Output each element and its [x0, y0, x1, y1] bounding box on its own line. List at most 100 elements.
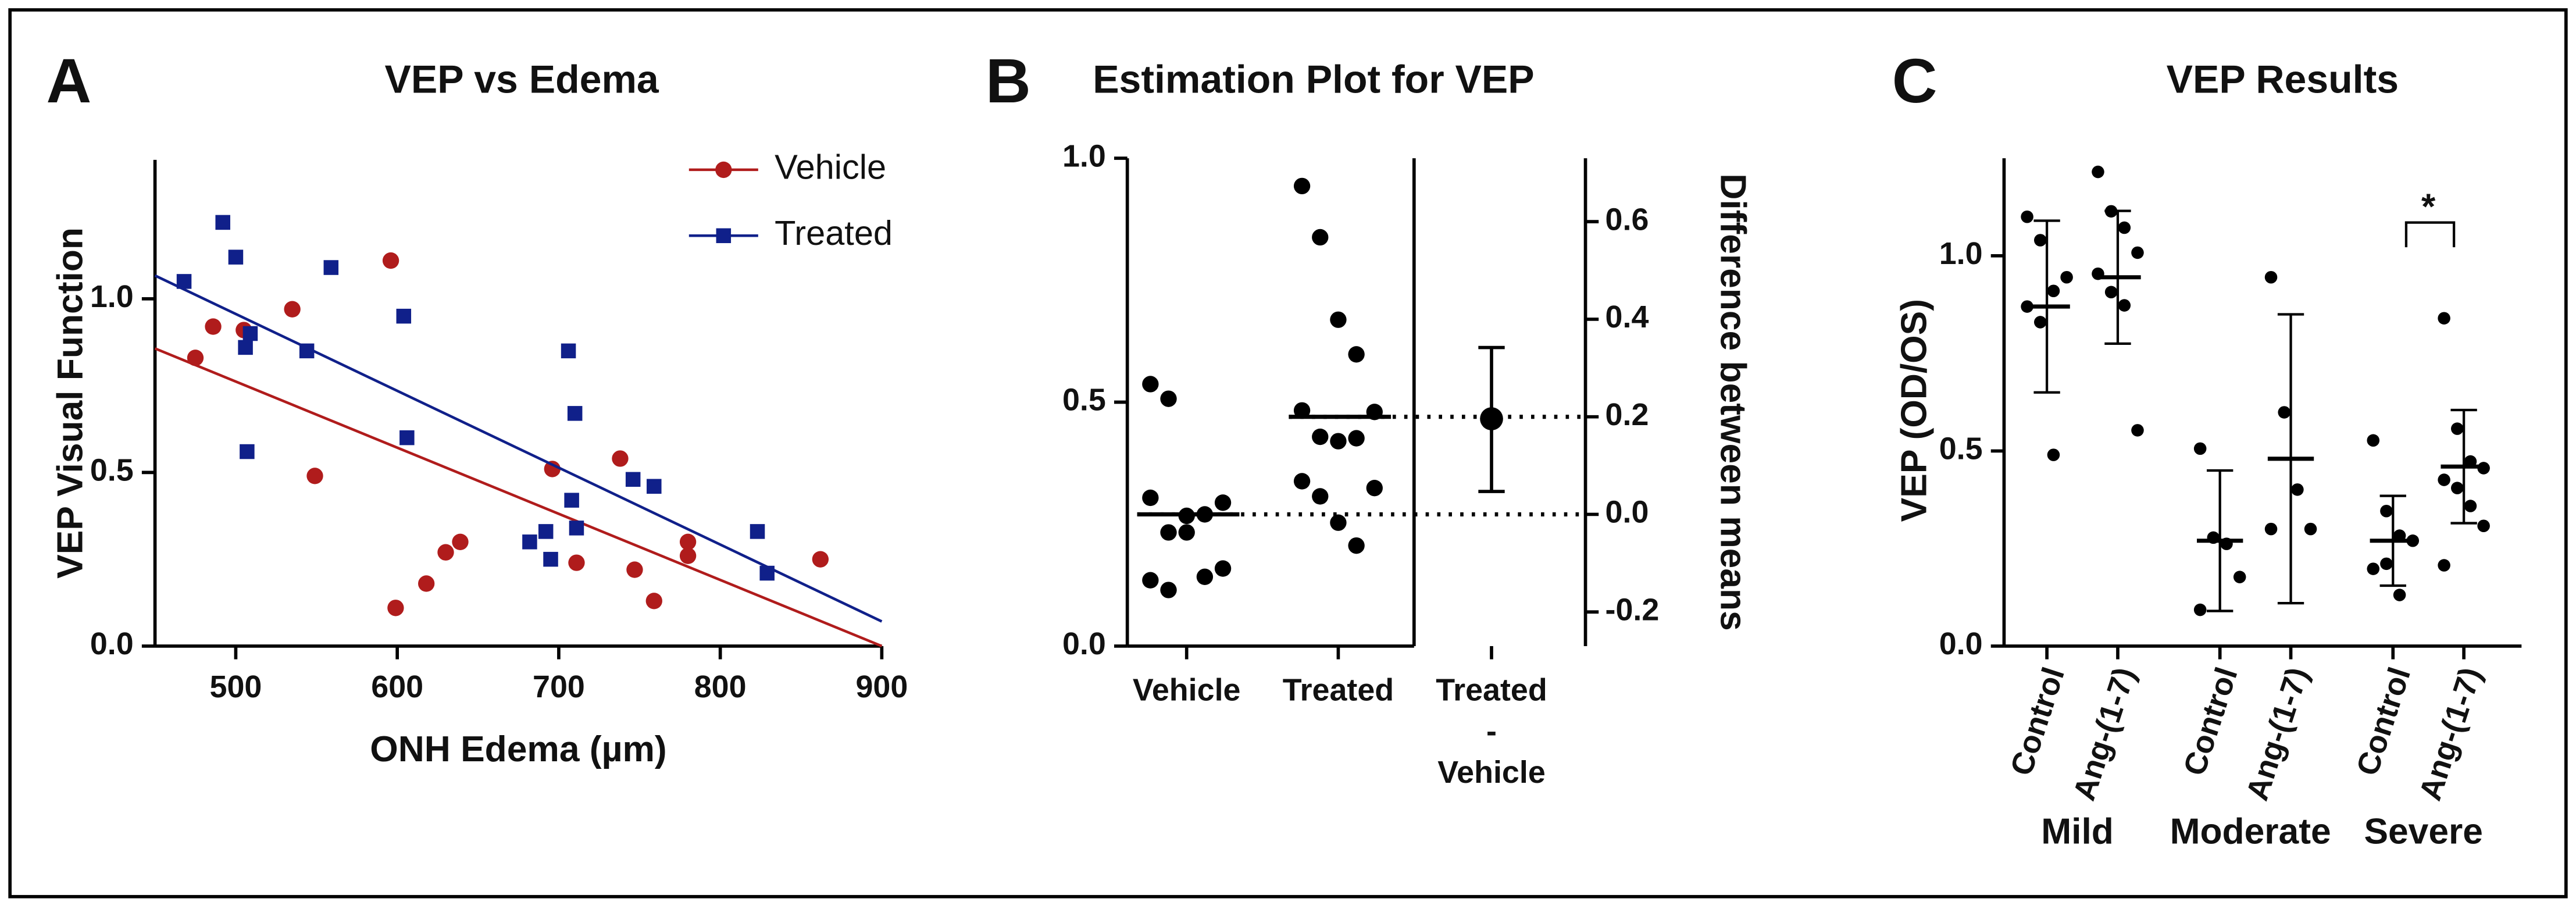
chart-title: Estimation Plot for VEP [1093, 58, 1534, 102]
point [418, 575, 435, 592]
point [437, 544, 454, 561]
point [2021, 210, 2033, 223]
y2-tick-label: -0.2 [1605, 592, 1660, 627]
point [215, 215, 230, 230]
point [1330, 311, 1347, 328]
point [1293, 473, 1311, 490]
point [567, 406, 583, 421]
point [2131, 424, 2144, 437]
point [2438, 312, 2450, 325]
point [2367, 434, 2380, 447]
point [2118, 299, 2131, 312]
point [2451, 422, 2464, 435]
y2-tick-label: 0.0 [1605, 495, 1649, 530]
panel-letter: A [47, 46, 92, 116]
x-tick-label: 800 [694, 669, 747, 704]
point [1348, 537, 1365, 554]
y-axis-label: VEP (OD/OS) [1894, 299, 1935, 522]
point [568, 554, 585, 571]
point [2464, 500, 2477, 512]
point [2060, 270, 2073, 284]
point [679, 533, 697, 550]
legend-marker [715, 161, 732, 179]
fit-line [154, 274, 883, 623]
point [2131, 246, 2144, 259]
point [1178, 524, 1195, 541]
legend-label: Vehicle [775, 148, 886, 187]
point [522, 534, 537, 550]
point [1160, 390, 1177, 407]
x-axis-label: ONH Edema (µm) [370, 729, 666, 769]
point [1312, 428, 1329, 445]
point [2304, 522, 2317, 536]
y-tick-label: 1.0 [1939, 236, 1983, 271]
point [2264, 270, 2278, 284]
point [1366, 479, 1383, 497]
point [2451, 482, 2464, 494]
point [1348, 346, 1365, 363]
frame [8, 8, 2568, 899]
point [2367, 562, 2380, 575]
point [2438, 559, 2450, 572]
point [1293, 402, 1311, 419]
point [2193, 442, 2207, 455]
point [2393, 589, 2406, 601]
group-label: Mild [2041, 812, 2114, 852]
point [2233, 571, 2246, 583]
point [759, 565, 775, 581]
point [387, 600, 404, 616]
point [544, 461, 561, 477]
x-tick-label: Vehicle [1437, 755, 1546, 790]
point [1214, 494, 1232, 511]
point [564, 493, 579, 508]
y-tick-label: 0.5 [1062, 383, 1106, 418]
group-label: Severe [2364, 812, 2482, 852]
point [561, 343, 576, 359]
y2-axis-label: Difference between means [1712, 173, 1753, 630]
point [543, 551, 558, 567]
point [1196, 568, 1214, 586]
y-tick-label: 0.0 [1939, 626, 1983, 661]
point [1330, 433, 1347, 450]
y-tick-label: 0.0 [90, 626, 134, 661]
point [399, 430, 415, 445]
point [2278, 406, 2290, 419]
point [2264, 522, 2278, 536]
point [645, 593, 662, 609]
point [647, 479, 662, 494]
x-tick-label: 600 [371, 669, 423, 704]
point [284, 301, 301, 318]
point [2291, 483, 2304, 496]
point [612, 450, 629, 467]
point [306, 468, 323, 484]
point [452, 533, 469, 550]
x-tick-label: Treated [1436, 673, 1547, 708]
y-tick-label: 0.0 [1062, 626, 1106, 661]
point [238, 340, 253, 355]
y-tick-label: 1.0 [1062, 138, 1106, 173]
point [176, 274, 192, 289]
point [205, 318, 222, 335]
x-tick-label: 500 [210, 669, 262, 704]
chart-title: VEP Results [2167, 58, 2399, 102]
panel-letter: C [1892, 46, 1938, 116]
point [1160, 582, 1177, 598]
chart-title: VEP vs Edema [385, 58, 659, 102]
point [187, 350, 204, 366]
y2-tick-label: 0.4 [1605, 300, 1649, 334]
point [2047, 284, 2060, 298]
point [396, 308, 412, 324]
point [538, 524, 554, 539]
y2-tick-label: 0.6 [1605, 202, 1649, 237]
x-tick-label: Treated [1283, 673, 1394, 708]
point [2438, 473, 2450, 486]
point [1348, 430, 1365, 447]
x-tick-label: 900 [855, 669, 908, 704]
point [2380, 557, 2393, 571]
point [240, 444, 255, 459]
point [242, 326, 258, 341]
point [1312, 229, 1329, 246]
group-label: Moderate [2170, 812, 2331, 852]
y-tick-label: 1.0 [90, 279, 134, 314]
